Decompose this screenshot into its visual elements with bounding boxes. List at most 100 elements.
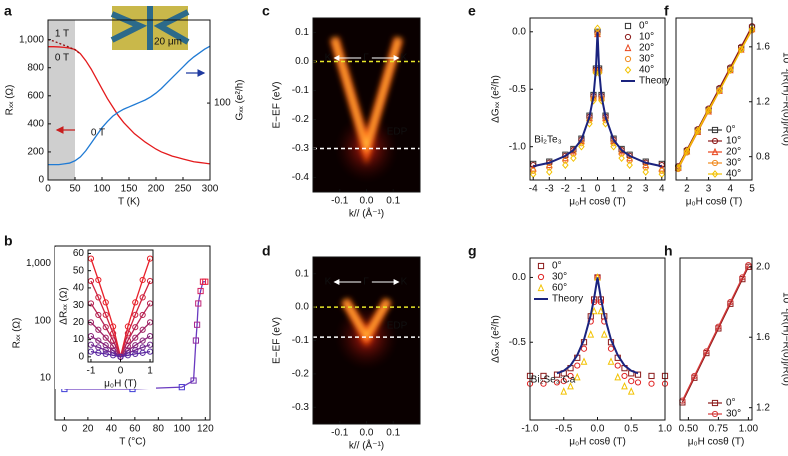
x-axis-label: μ₀H (T) <box>104 379 137 390</box>
marker <box>102 334 109 341</box>
marker <box>621 381 628 390</box>
x-axis-label: k// (Å⁻¹) <box>349 439 384 452</box>
y-tick-label: 20 <box>73 317 85 328</box>
marker <box>727 66 734 75</box>
marker <box>634 371 642 378</box>
y-tick-label: 40 <box>73 283 85 294</box>
device-pattern <box>110 6 190 50</box>
panel-letter: b <box>4 233 13 249</box>
x-tick-label: 0.0 <box>591 424 605 435</box>
y-tick-label: -0.1 <box>292 85 310 96</box>
legend-marker <box>711 410 719 418</box>
legend-label: 0° <box>639 21 649 32</box>
marker <box>607 345 615 352</box>
y-axis-label: E−EF (eV) <box>272 82 283 129</box>
marker <box>202 278 209 285</box>
panel-letter: e <box>468 3 476 19</box>
y-axis-label: ΔGₓₓ (e²/h) <box>491 315 502 363</box>
x-tick-label: 0 <box>595 184 601 195</box>
annotation: K <box>401 277 408 288</box>
marker <box>192 337 200 344</box>
marker <box>132 299 139 306</box>
legend-label: 20° <box>639 43 654 54</box>
marker <box>540 380 547 387</box>
legend-label: 10° <box>726 136 741 147</box>
y-tick-label: 400 <box>27 119 44 130</box>
annotation: 20 μm <box>154 37 182 48</box>
x-tick-label: -1 <box>577 184 586 195</box>
annotation: 1 T <box>55 29 69 40</box>
x-axis-label: k// (Å⁻¹) <box>349 207 384 220</box>
y-tick-label: -0.3 <box>292 143 310 154</box>
x-tick-label: -1.0 <box>521 424 539 435</box>
marker <box>546 168 553 176</box>
x-axis-label: μ₀H cosθ (T) <box>688 437 745 448</box>
legend-label: 30° <box>552 272 567 283</box>
x-tick-label: 0.75 <box>709 424 729 435</box>
marker <box>600 330 608 338</box>
marker <box>132 347 139 354</box>
legend-marker <box>624 55 632 63</box>
marker <box>626 152 633 159</box>
panel-letter: d <box>262 243 271 259</box>
marker <box>562 161 569 169</box>
y-tick-label: -1.0 <box>509 141 527 152</box>
y-tick-label: 0.0 <box>295 56 309 67</box>
marker <box>95 294 102 301</box>
y-tick-label: 50 <box>73 265 85 276</box>
legend-label: 60° <box>552 283 567 294</box>
legend-label: Theory <box>552 294 583 305</box>
series-line <box>681 266 749 403</box>
y-tick-label: 0.0 <box>295 302 309 313</box>
marker <box>139 294 146 301</box>
legend-label: 0° <box>726 125 736 136</box>
marker <box>95 276 102 284</box>
annotation: K <box>325 53 332 64</box>
y-tick-label: -0.5 <box>509 337 527 348</box>
marker <box>567 372 574 380</box>
marker <box>574 362 581 369</box>
marker <box>102 350 109 358</box>
x-axis-label: μ₀H cosθ (T) <box>686 197 743 208</box>
y-tick-label: -0.5 <box>509 84 527 95</box>
marker <box>703 348 710 355</box>
legend-label: 0° <box>552 261 562 272</box>
marker <box>580 357 588 365</box>
legend-label: 0° <box>726 398 736 409</box>
y-tick-label: 1.2 <box>756 402 770 413</box>
marker <box>553 371 561 378</box>
annotation: EDP <box>387 321 408 332</box>
marker <box>570 154 577 163</box>
marker <box>658 167 665 174</box>
panel-letter: h <box>664 243 673 259</box>
marker <box>597 306 605 315</box>
x-tick-label: -0.1 <box>331 196 349 207</box>
marker <box>628 378 635 385</box>
y-axis-label: 10⁻¹[R(H)−R(0)]/R(0) <box>780 52 788 146</box>
legend-label: 30° <box>726 158 741 169</box>
marker <box>132 350 139 358</box>
legend-marker <box>624 43 632 52</box>
legend-label: 10° <box>639 32 654 43</box>
y-tick-label: 1.2 <box>756 96 770 107</box>
y-tick-label: 0.8 <box>756 151 770 162</box>
y-tick-label: 2.0 <box>756 261 770 272</box>
marker <box>610 142 617 151</box>
marker <box>648 380 655 387</box>
marker <box>132 311 139 318</box>
marker <box>634 379 642 386</box>
marker <box>102 299 109 306</box>
y-tick-label: 1.6 <box>756 332 770 343</box>
y-tick-label: 200 <box>27 147 44 158</box>
marker <box>102 347 109 354</box>
legend-label: Theory <box>639 76 670 87</box>
marker <box>614 372 622 381</box>
x-axis-label: T (°C) <box>119 437 146 448</box>
marker <box>727 298 734 306</box>
y-tick-label: -0.2 <box>292 369 310 380</box>
marker <box>580 345 588 352</box>
legend-marker <box>711 137 719 145</box>
annotation: Bi₂Te₃ <box>534 135 561 146</box>
y2-tick-label: 100 <box>214 98 231 109</box>
